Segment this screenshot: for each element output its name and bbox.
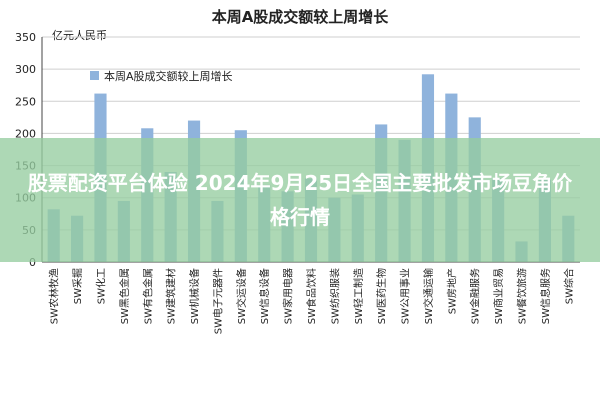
category-label: SW农林牧渔 [48,268,61,324]
category-label: SW机械设备 [188,268,201,324]
category-label: SW餐饮旅游 [516,268,529,324]
category-label: SW建筑建材 [165,268,178,324]
overlay-headline: 股票配资平台体验 2024年9月25日全国主要批发市场豆角价格行情 [27,171,573,229]
category-label: SW化工 [94,268,107,304]
category-label: SW医药生物 [375,268,388,324]
y-tick-label: 250 [15,95,36,108]
legend-swatch [90,71,99,80]
category-label: SW交运设备 [235,268,248,324]
unit-label: 亿元人民币 [52,29,107,42]
category-label: SW信息设备 [258,268,271,324]
category-label: SW纺织服装 [328,268,341,324]
category-label: SW综合 [562,268,575,304]
legend-label: 本周A股成交额较上周增长 [104,69,233,83]
category-label: SW商业贸易 [492,268,505,324]
category-label: SW公用事业 [399,268,412,324]
category-label: SW金融服务 [469,268,482,324]
category-label: SW交通运输 [422,268,435,324]
category-label: SW采掘 [71,268,84,304]
category-label: SW轻工制造 [352,268,365,324]
category-label: SW有色金属 [141,268,154,324]
y-tick-label: 0 [29,256,36,269]
y-tick-label: 200 [15,127,36,140]
legend: 本周A股成交额较上周增长 [90,69,233,83]
category-label: SW黑色金属 [118,268,131,324]
watermark-overlay-band: 股票配资平台体验 2024年9月25日全国主要批发市场豆角价格行情 [0,138,600,262]
chart-title: 本周A股成交额较上周增长 [212,8,390,26]
category-label: SW信息服务 [539,268,552,324]
category-label: SW房地产 [445,268,458,314]
y-tick-label: 300 [15,63,36,76]
category-label: SW电子元器件 [211,268,224,334]
category-label: SW家用电器 [282,268,295,324]
category-label: SW食品饮料 [305,268,318,324]
x-axis-categories: SW农林牧渔 SW采掘 SW化工 SW黑色金属 SW有色金属 SW建筑建材 SW机械设备 SW… [48,268,576,334]
y-tick-label: 350 [15,31,36,44]
